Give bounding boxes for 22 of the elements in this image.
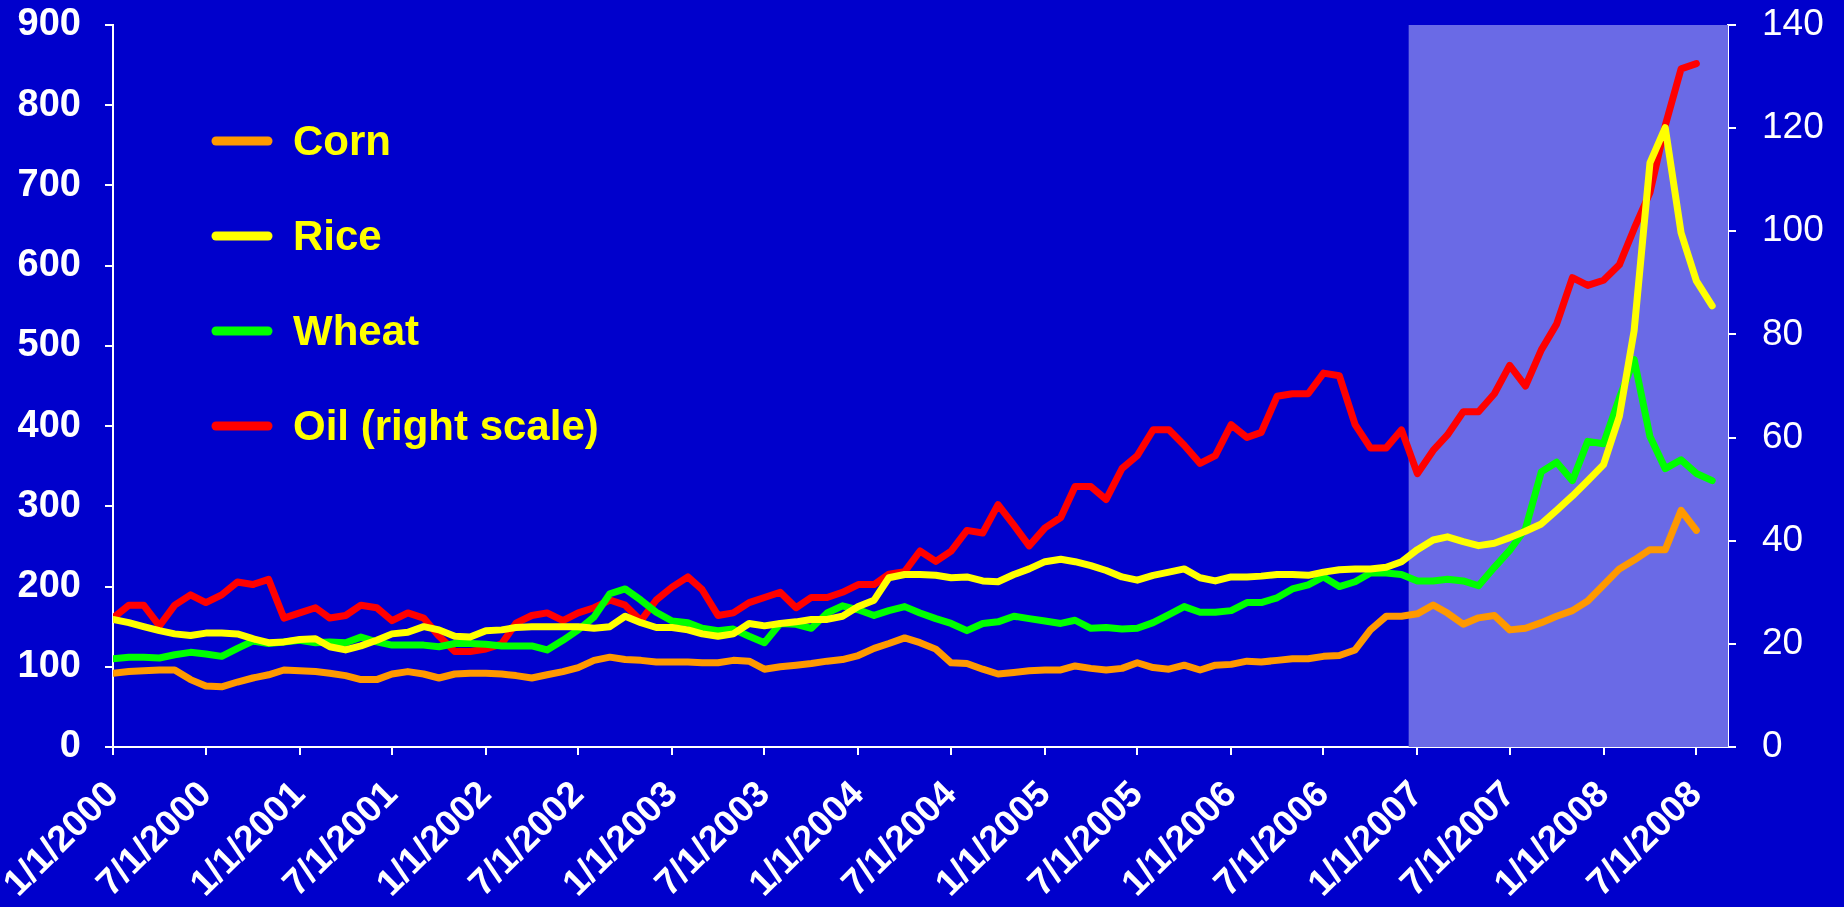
y-tick-label: 100 xyxy=(17,643,81,686)
legend-label: Rice xyxy=(293,211,382,259)
legend-label: Oil (right scale) xyxy=(293,401,599,449)
y2-tick-label: 80 xyxy=(1762,311,1804,353)
y2-tick-label: 40 xyxy=(1762,517,1804,559)
y-tick-label: 700 xyxy=(17,161,81,204)
y-tick-label: 800 xyxy=(17,81,81,124)
y2-tick-label: 0 xyxy=(1762,724,1783,766)
y-tick-label: 400 xyxy=(17,402,81,445)
y2-tick-label: 60 xyxy=(1762,414,1804,456)
y2-tick-label: 140 xyxy=(1762,2,1824,44)
y-tick-label: 900 xyxy=(17,1,81,44)
y2-tick-label: 100 xyxy=(1762,208,1824,250)
y2-tick-label: 20 xyxy=(1762,621,1804,663)
y-tick-label: 200 xyxy=(17,563,81,606)
y-tick-label: 300 xyxy=(17,482,81,525)
legend-label: Wheat xyxy=(293,306,420,354)
y-tick-label: 500 xyxy=(17,322,81,365)
y2-tick-label: 120 xyxy=(1762,105,1824,147)
y-tick-label: 600 xyxy=(17,242,81,285)
y-tick-label: 0 xyxy=(59,723,81,766)
legend-label: Corn xyxy=(293,116,391,164)
